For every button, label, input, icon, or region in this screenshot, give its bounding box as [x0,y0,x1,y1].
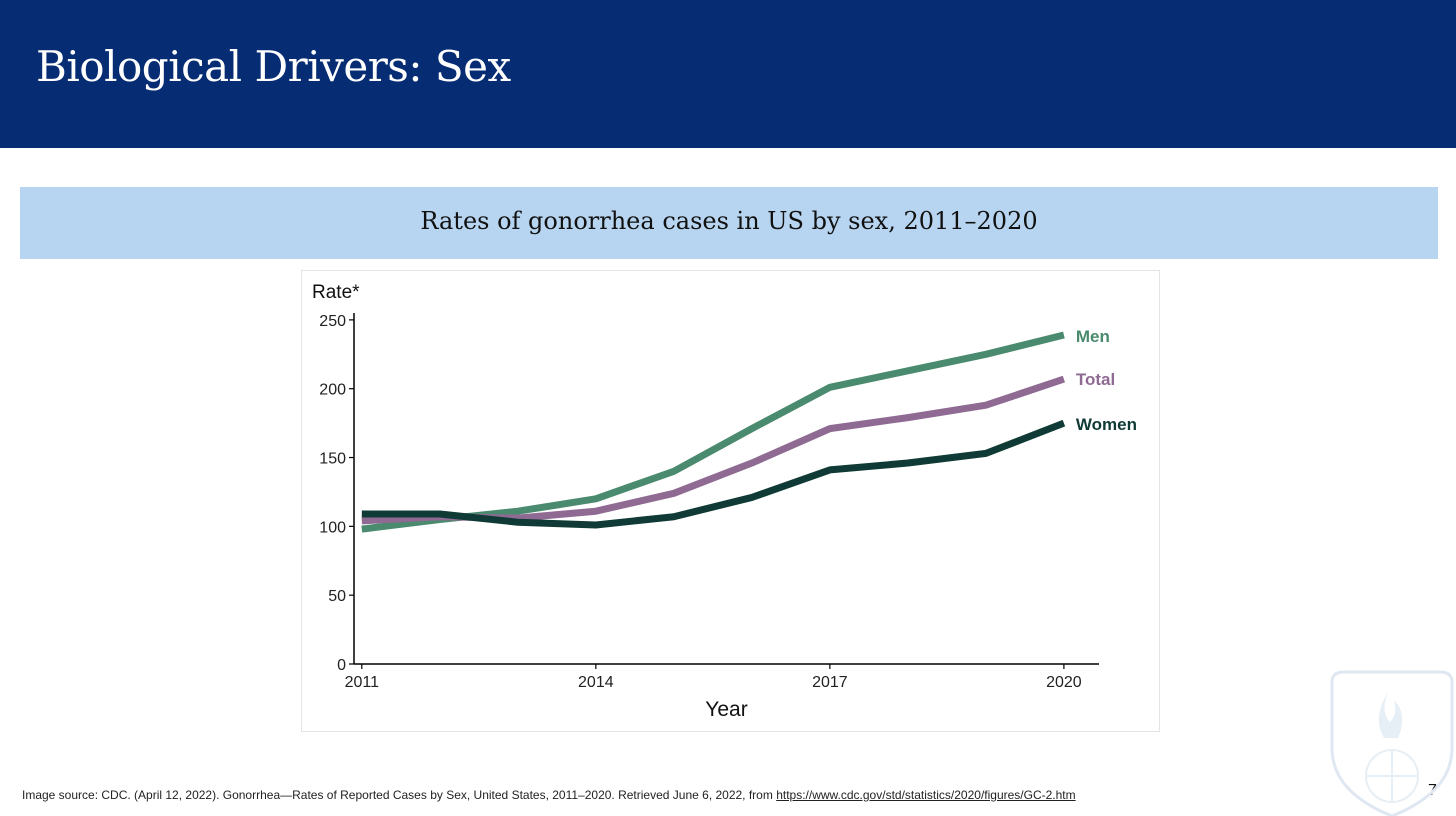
series-label-total: Total [1076,370,1115,389]
y-axis-label: Rate* [312,282,360,303]
chart-title: Rates of gonorrhea cases in US by sex, 2… [420,207,1038,235]
x-tick-label-2014: 2014 [578,674,614,691]
x-tick-label-2017: 2017 [812,674,848,691]
x-tick-label-2020: 2020 [1046,674,1082,691]
slide-title: Biological Drivers: Sex [36,42,511,91]
source-text: Image source: CDC. (April 12, 2022). Gon… [22,788,777,802]
series-label-men: Men [1076,327,1110,346]
slide-header: Biological Drivers: Sex [0,0,1456,148]
chart-container: 0 50 100 150 200 250 2011 2014 2017 2020 Rate* Year… [301,270,1160,732]
university-shield-watermark-icon [1330,670,1454,816]
source-link[interactable]: https://www.cdc.gov/std/statistics/2020/… [776,788,1076,802]
chart-title-banner: Rates of gonorrhea cases in US by sex, 2… [20,187,1438,259]
line-chart: 0 50 100 150 200 250 2011 2014 2017 2020 Rate* Year… [312,282,1137,721]
y-tick-label-150: 150 [319,451,346,468]
y-tick-label-50: 50 [328,588,346,605]
y-tick-label-0: 0 [337,657,346,674]
y-tick-label-250: 250 [319,313,346,330]
x-tick-label-2011: 2011 [345,674,380,691]
series-line-women [361,419,1066,529]
x-axis-label: Year [705,698,747,721]
y-tick-label-100: 100 [319,519,346,536]
y-tick-label-200: 200 [319,382,346,399]
image-source-citation: Image source: CDC. (April 12, 2022). Gon… [22,788,1076,802]
series-label-women: Women [1076,415,1137,434]
series-line-men [361,331,1065,533]
